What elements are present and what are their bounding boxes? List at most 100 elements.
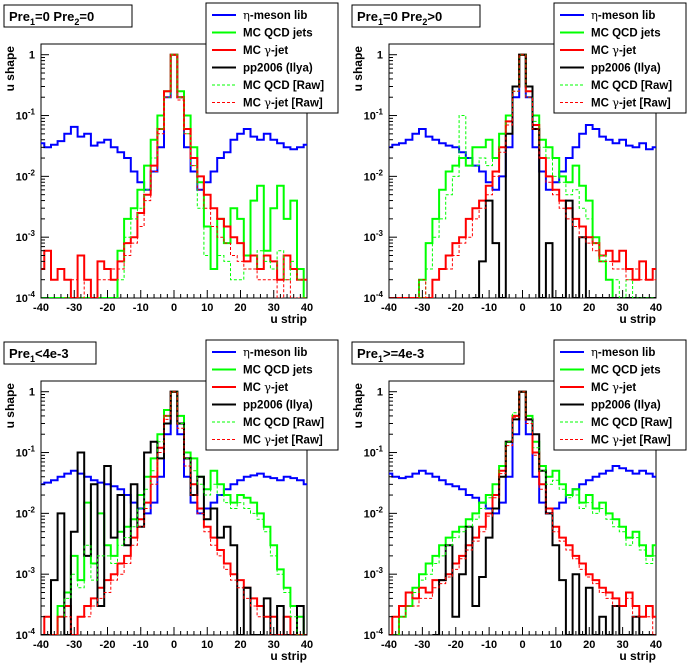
legend-entry-label: MC γ-jet [Raw] — [591, 96, 671, 110]
x-tick-label: 40 — [301, 302, 313, 314]
panel-title: Pre1>=4e-3 — [357, 346, 424, 364]
x-tick-label: 30 — [268, 302, 280, 314]
legend-entry-label: pp2006 (Ilya) — [243, 63, 313, 75]
legend-entry-label: pp2006 (Ilya) — [591, 63, 661, 75]
title-box — [351, 4, 481, 28]
x-tick-label: 0 — [519, 639, 525, 651]
x-tick-label: 20 — [583, 639, 595, 651]
legend-box — [205, 339, 339, 451]
legend-entry-label: MC γ-jet [Raw] — [243, 433, 323, 447]
y-tick-label: 10-2 — [16, 505, 36, 520]
y-tick-label: 10-2 — [364, 505, 384, 520]
legend-entry-label: η-meson lib — [591, 345, 655, 359]
x-axis-label: u strip — [619, 649, 656, 663]
legend-entry-label: MC QCD [Raw] — [243, 80, 324, 92]
y-axis-label: u shape — [3, 46, 17, 92]
x-tick-label: 20 — [583, 302, 595, 314]
y-tick-label: 10-3 — [16, 566, 36, 581]
y-axis-label: u shape — [3, 383, 17, 429]
series-qcd-raw — [104, 54, 307, 298]
x-tick-label: 20 — [234, 639, 246, 651]
series-gjet-raw — [64, 54, 307, 298]
y-tick-label: 10-4 — [364, 290, 384, 305]
x-tick-label: -30 — [66, 302, 82, 314]
x-axis-label: u strip — [619, 312, 656, 326]
series-qcd-raw — [389, 391, 656, 635]
chart-panel-3: -40 -30 -20 -10 0 10 20 30 40 10-4 10-3 10-2 10-1 1 u … — [3, 339, 339, 663]
x-tick-label: -20 — [448, 639, 464, 651]
title-box — [3, 4, 133, 28]
series-gjet-raw — [405, 54, 656, 298]
title-box — [3, 341, 97, 365]
legend-entry-label: MC QCD jets — [243, 365, 313, 377]
y-tick-label: 1 — [29, 387, 35, 399]
legend-entry-label: MC QCD jets — [243, 28, 313, 40]
x-tick-label: -20 — [448, 302, 464, 314]
x-tick-label: -30 — [66, 639, 82, 651]
x-tick-label: 30 — [268, 639, 280, 651]
legend-entry-label: MC γ-jet — [591, 380, 636, 394]
legend-entry-label: MC QCD jets — [591, 365, 661, 377]
legend-entry-label: MC γ-jet [Raw] — [591, 433, 671, 447]
x-tick-label: 30 — [617, 639, 629, 651]
y-tick-label: 10-1 — [16, 108, 36, 123]
legend-entry-label: MC γ-jet — [243, 380, 288, 394]
x-tick-label: 20 — [234, 302, 246, 314]
x-tick-label: -40 — [381, 302, 397, 314]
chart-panel-2: -40 -30 -20 -10 0 10 20 30 40 10-4 10-3 10-2 10-1 1 u … — [351, 2, 687, 326]
x-tick-label: -30 — [414, 302, 430, 314]
y-axis-label: u shape — [351, 383, 365, 429]
y-tick-label: 10-4 — [364, 627, 384, 642]
panel-title: Pre1=0 Pre2=0 — [9, 9, 94, 27]
legend-entry-label: MC γ-jet [Raw] — [243, 96, 323, 110]
legend-entry-label: MC QCD [Raw] — [243, 417, 324, 429]
legend-entry-label: η-meson lib — [591, 8, 655, 22]
y-tick-label: 10-2 — [364, 168, 384, 183]
x-tick-label: 30 — [617, 302, 629, 314]
panel-title: Pre1<4e-3 — [9, 346, 69, 364]
legend-entry-label: MC QCD [Raw] — [591, 417, 672, 429]
legend-entry-label: MC QCD [Raw] — [591, 80, 672, 92]
y-tick-label: 10-3 — [364, 229, 384, 244]
x-axis-label: u strip — [270, 312, 307, 326]
y-tick-label: 10-3 — [16, 229, 36, 244]
x-tick-label: 10 — [550, 639, 562, 651]
x-tick-label: 10 — [201, 302, 213, 314]
x-tick-label: -10 — [133, 302, 149, 314]
legend-box — [553, 2, 687, 114]
legend-box — [205, 2, 339, 114]
x-tick-label: -30 — [414, 639, 430, 651]
y-tick-label: 10-1 — [364, 108, 384, 123]
x-tick-label: -10 — [481, 639, 497, 651]
x-tick-label: -40 — [381, 639, 397, 651]
x-tick-label: 0 — [171, 639, 177, 651]
y-tick-label: 10-2 — [16, 168, 36, 183]
legend-entry-label: η-meson lib — [243, 345, 307, 359]
legend-entry-label: MC γ-jet — [243, 43, 288, 57]
x-tick-label: -40 — [33, 639, 49, 651]
x-tick-label: -10 — [133, 639, 149, 651]
y-tick-label: 1 — [29, 50, 35, 62]
y-tick-label: 1 — [377, 50, 383, 62]
y-tick-label: 10-1 — [364, 445, 384, 460]
y-axis-label: u shape — [351, 46, 365, 92]
series-gjet-raw — [389, 391, 656, 635]
x-tick-label: -40 — [33, 302, 49, 314]
x-tick-label: 40 — [650, 302, 662, 314]
x-tick-label: 40 — [301, 639, 313, 651]
x-tick-label: -20 — [100, 639, 116, 651]
panel-title: Pre1=0 Pre2>0 — [357, 9, 442, 27]
legend-entry-label: pp2006 (Ilya) — [243, 400, 313, 412]
x-tick-label: 10 — [201, 639, 213, 651]
legend-entry-label: MC γ-jet — [591, 43, 636, 57]
legend-box — [553, 339, 687, 451]
series-pp — [472, 53, 656, 298]
y-tick-label: 10-4 — [16, 290, 36, 305]
x-tick-label: 0 — [171, 302, 177, 314]
legend-entry-label: MC QCD jets — [591, 28, 661, 40]
x-tick-label: 0 — [519, 302, 525, 314]
legend-entry-label: η-meson lib — [243, 8, 307, 22]
chart-panel-4: -40 -30 -20 -10 0 10 20 30 40 10-4 10-3 10-2 10-1 1 u … — [351, 339, 687, 663]
x-tick-label: -10 — [481, 302, 497, 314]
